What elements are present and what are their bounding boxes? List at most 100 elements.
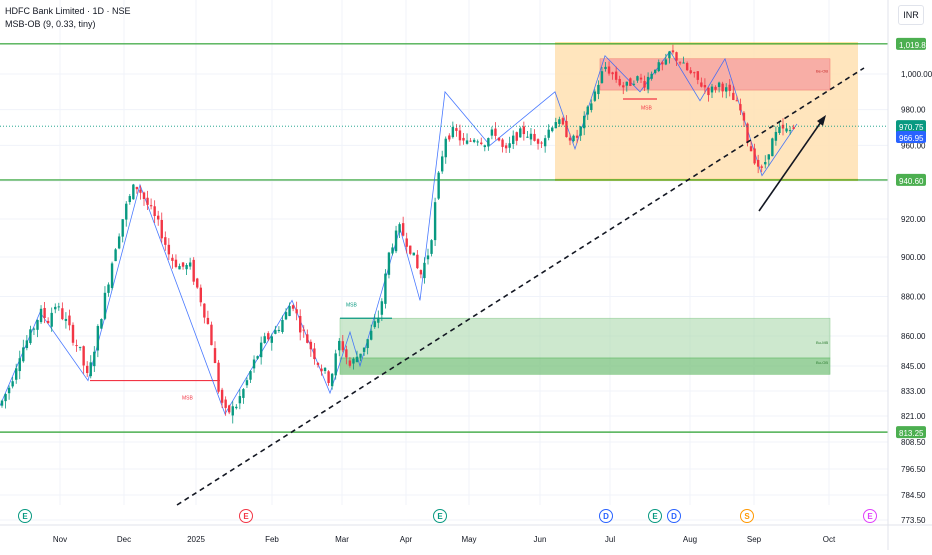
candle-body [508,143,511,148]
time-axis-tick: Mar [335,535,349,544]
candle-body [352,358,355,364]
candle-body [160,219,163,239]
price-axis-tick: 980.00 [901,106,926,115]
candle-body [437,172,440,199]
candle-body [4,393,7,402]
candle-body [494,128,497,136]
time-axis-tick: Oct [823,535,836,544]
candle-body [472,139,476,142]
candle-body [295,309,298,314]
time-axis-tick: Sep [747,535,762,544]
candle-body [504,145,508,149]
candle-body [320,368,323,372]
candle-body [501,139,504,147]
candle-body [614,71,618,80]
candle-body [7,387,11,394]
price-axis-tick: 860.00 [901,332,926,341]
candle-body [249,371,252,380]
projection-arrow-line [758,121,822,212]
candle-body [210,324,213,346]
candle-body [583,115,586,129]
candle-body [604,66,607,70]
candle-body [178,266,181,270]
candle-body [348,360,352,366]
candle-body [299,315,302,333]
candle-body [572,135,575,142]
candle-body [458,130,462,141]
candle-body [32,328,36,330]
candle-body [18,358,21,372]
candle-body [117,236,121,249]
candle-body [781,124,785,129]
candle-body [224,399,227,408]
candle-body [277,329,281,331]
candle-body [749,146,753,152]
candle-body [110,263,114,288]
event-marker-label: S [744,512,750,521]
candle-body [330,373,334,387]
candle-body [526,136,529,138]
bullish-ob-label-2: Bu-OB [816,360,828,365]
candle-body [366,339,369,349]
candle-body [785,128,788,132]
price-axis-tick: 900.00 [901,253,926,262]
bullish-order-block-2 [339,357,831,375]
candle-body [551,127,554,132]
candle-body [398,224,401,233]
msb-label: MSB [182,395,194,401]
candle-body [689,70,692,74]
candle-body [643,81,646,88]
candle-body [281,320,284,332]
candle-body [558,119,561,124]
candle-body [622,85,625,88]
candle-body [416,254,419,269]
candle-body [636,76,639,81]
candle-body [625,81,628,86]
candle-body [664,59,668,65]
symbol-title[interactable]: HDFC Bank Limited · 1D · NSE [5,6,131,16]
candle-body [497,137,501,141]
candle-body [409,245,412,254]
candle-body [401,223,405,236]
candle-body [256,356,259,359]
candle-body [714,86,717,90]
event-marker-icon [433,509,447,523]
event-marker-label: E [867,512,873,521]
candle-body [267,333,270,340]
currency-label[interactable]: INR [898,5,924,25]
candle-body [188,262,192,267]
candle-body [515,132,518,141]
candle-body [533,133,536,141]
candle-body [71,324,75,343]
candle-body [476,141,479,143]
candle-body [128,196,131,203]
candle-body [543,138,547,147]
candle-body [742,112,746,121]
candle-body [561,118,565,125]
candle-body [228,405,231,413]
candle-body [171,257,174,261]
candle-body [220,389,224,403]
candle-body [618,78,621,86]
candle-body [419,270,423,275]
bearish-order-block [599,58,831,91]
level-badge-mid-bg [896,173,926,186]
candle-body [710,86,714,93]
candle-body [717,82,721,88]
candle-body [11,381,14,387]
indicator-label[interactable]: MSB-OB (9, 0.33, tiny) [5,19,96,29]
candle-body [739,104,742,111]
chart-header: HDFC Bank Limited · 1D · NSE MSB-OB (9, … [5,5,131,31]
candle-body [433,202,437,241]
time-axis-tick: Apr [400,535,413,544]
time-axis-tick: May [461,535,476,544]
candle-body [149,205,153,207]
candle-body [370,330,373,340]
level-badge-top: 1,019.85 [899,41,931,50]
candle-body [54,306,57,310]
price-axis-tick: 1,000.00 [901,70,932,79]
candle-body [181,262,185,267]
candle-body [430,240,433,254]
